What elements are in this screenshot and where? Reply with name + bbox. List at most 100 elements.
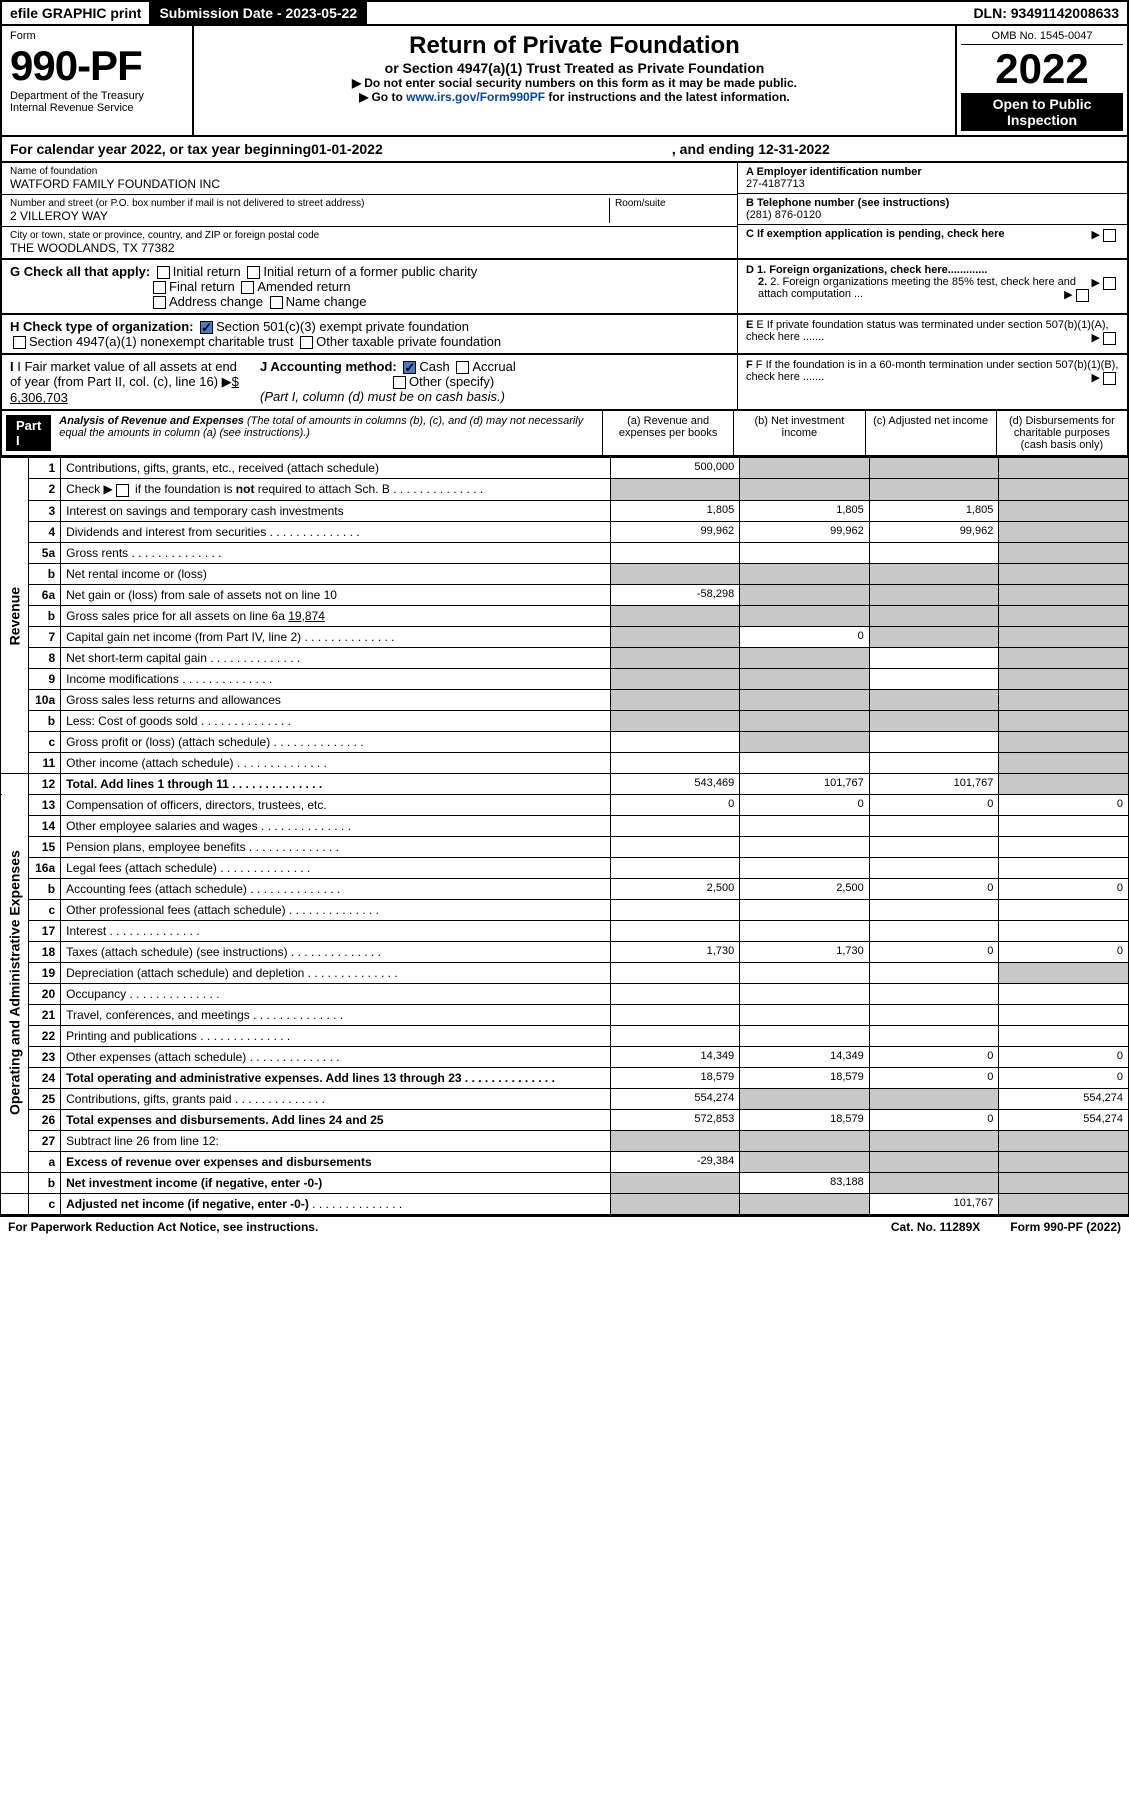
table-row: bAccounting fees (attach schedule)2,5002…: [1, 878, 1129, 899]
section-ij: I I Fair market value of all assets at e…: [0, 355, 1129, 411]
table-row: 6aNet gain or (loss) from sale of assets…: [1, 584, 1129, 605]
submission-date: Submission Date - 2023-05-22: [151, 2, 367, 24]
form-title-block: Return of Private Foundation or Section …: [192, 26, 957, 135]
calendar-year-row: For calendar year 2022, or tax year begi…: [0, 137, 1129, 163]
table-row: bGross sales price for all assets on lin…: [1, 605, 1129, 626]
table-row: Revenue 1Contributions, gifts, grants, e…: [1, 458, 1129, 479]
foundation-name: Name of foundationWATFORD FAMILY FOUNDAT…: [2, 163, 737, 195]
table-row: 25Contributions, gifts, grants paid554,2…: [1, 1088, 1129, 1109]
h-label: H Check type of organization:: [10, 319, 193, 334]
table-row: bNet investment income (if negative, ent…: [1, 1172, 1129, 1193]
part1-header: Part I Analysis of Revenue and Expenses …: [0, 411, 1129, 457]
chk-accrual[interactable]: [456, 361, 469, 374]
chk-amended[interactable]: [241, 281, 254, 294]
table-row: cOther professional fees (attach schedul…: [1, 899, 1129, 920]
section-h: H Check type of organization: Section 50…: [0, 315, 1129, 355]
address: Number and street (or P.O. box number if…: [2, 195, 737, 227]
table-row: 27Subtract line 26 from line 12:: [1, 1130, 1129, 1151]
chk-name[interactable]: [270, 296, 283, 309]
chk-initial[interactable]: [157, 266, 170, 279]
table-row: 20Occupancy: [1, 983, 1129, 1004]
note-link: Go to www.irs.gov/Form990PF for instruct…: [200, 90, 949, 104]
open-inspection: Open to Public Inspection: [961, 93, 1123, 131]
chk-address[interactable]: [153, 296, 166, 309]
table-row: 18Taxes (attach schedule) (see instructi…: [1, 941, 1129, 962]
table-row: 19Depreciation (attach schedule) and dep…: [1, 962, 1129, 983]
chk-other-tax[interactable]: [300, 336, 313, 349]
dept-label: Department of the Treasury: [10, 90, 184, 102]
g-label: G Check all that apply:: [10, 264, 150, 279]
cat-no: Cat. No. 11289X: [891, 1220, 980, 1234]
year-block: OMB No. 1545-0047 2022 Open to Public In…: [957, 26, 1127, 135]
form-header: Form 990-PF Department of the Treasury I…: [0, 26, 1129, 137]
table-row: 16aLegal fees (attach schedule): [1, 857, 1129, 878]
col-d: (d) Disbursements for charitable purpose…: [996, 411, 1127, 455]
part1-desc: Analysis of Revenue and Expenses (The to…: [59, 415, 598, 439]
form-title: Return of Private Foundation: [200, 32, 949, 60]
efile-label: efile GRAPHIC print: [2, 2, 151, 24]
irs-label: Internal Revenue Service: [10, 102, 184, 114]
col-a: (a) Revenue and expenses per books: [602, 411, 733, 455]
form-ref: Form 990-PF (2022): [1010, 1220, 1121, 1234]
revenue-expense-table: Revenue 1Contributions, gifts, grants, e…: [0, 457, 1129, 1214]
table-row: 3Interest on savings and temporary cash …: [1, 500, 1129, 521]
chk-initial-former[interactable]: [247, 266, 260, 279]
table-row: 23Other expenses (attach schedule)14,349…: [1, 1046, 1129, 1067]
chk-other-method[interactable]: [393, 376, 406, 389]
col-c: (c) Adjusted net income: [865, 411, 996, 455]
table-row: 5aGross rents: [1, 542, 1129, 563]
dln: DLN: 93491142008633: [965, 2, 1127, 24]
col-b: (b) Net investment income: [733, 411, 864, 455]
table-row: bNet rental income or (loss): [1, 563, 1129, 584]
chk-501c3[interactable]: [200, 321, 213, 334]
table-row: 11Other income (attach schedule): [1, 752, 1129, 773]
table-row: 14Other employee salaries and wages: [1, 815, 1129, 836]
table-row: 17Interest: [1, 920, 1129, 941]
section-g: G Check all that apply: Initial return I…: [0, 260, 1129, 315]
form-subtitle: or Section 4947(a)(1) Trust Treated as P…: [200, 60, 949, 76]
section-e: E E If private foundation status was ter…: [737, 315, 1127, 353]
table-row: Operating and Administrative Expenses 13…: [1, 794, 1129, 815]
chk-4947[interactable]: [13, 336, 26, 349]
topbar: efile GRAPHIC print Submission Date - 20…: [0, 0, 1129, 26]
table-row: bLess: Cost of goods sold: [1, 710, 1129, 731]
section-d: D 1. Foreign organizations, check here..…: [737, 260, 1127, 313]
telephone: B Telephone number (see instructions)(28…: [738, 194, 1127, 225]
fmv-label: I Fair market value of all assets at end…: [10, 359, 237, 389]
ein: A Employer identification number27-41877…: [738, 163, 1127, 194]
table-row: 4Dividends and interest from securities9…: [1, 521, 1129, 542]
table-row: 26Total expenses and disbursements. Add …: [1, 1109, 1129, 1130]
entity-info: Name of foundationWATFORD FAMILY FOUNDAT…: [0, 163, 1129, 260]
chk-cash[interactable]: [403, 361, 416, 374]
footer: For Paperwork Reduction Act Notice, see …: [0, 1215, 1129, 1237]
form-label: Form: [10, 30, 184, 42]
table-row: 24Total operating and administrative exp…: [1, 1067, 1129, 1088]
table-row: 10aGross sales less returns and allowanc…: [1, 689, 1129, 710]
chk-final[interactable]: [153, 281, 166, 294]
j-label: J Accounting method:: [260, 359, 397, 374]
exemption-pending: C If exemption application is pending, c…: [738, 225, 1127, 243]
paperwork-notice: For Paperwork Reduction Act Notice, see …: [8, 1220, 318, 1234]
table-row: 12Total. Add lines 1 through 11543,46910…: [1, 773, 1129, 794]
table-row: 2Check ▶ if the foundation is not requir…: [1, 479, 1129, 500]
expenses-label: Operating and Administrative Expenses: [1, 794, 29, 1172]
table-row: 9Income modifications: [1, 668, 1129, 689]
table-row: 8Net short-term capital gain: [1, 647, 1129, 668]
table-row: 22Printing and publications: [1, 1025, 1129, 1046]
irs-link[interactable]: www.irs.gov/Form990PF: [406, 90, 545, 104]
table-row: cGross profit or (loss) (attach schedule…: [1, 731, 1129, 752]
part-badge: Part I: [6, 415, 51, 451]
note-ssn: Do not enter social security numbers on …: [200, 76, 949, 90]
form-id: Form 990-PF Department of the Treasury I…: [2, 26, 192, 135]
omb-number: OMB No. 1545-0047: [961, 30, 1123, 45]
tax-year: 2022: [961, 45, 1123, 93]
city: City or town, state or province, country…: [2, 227, 737, 258]
form-number: 990-PF: [10, 42, 184, 90]
table-row: 21Travel, conferences, and meetings: [1, 1004, 1129, 1025]
table-row: 7Capital gain net income (from Part IV, …: [1, 626, 1129, 647]
table-row: 15Pension plans, employee benefits: [1, 836, 1129, 857]
revenue-label: Revenue: [1, 458, 29, 773]
table-row: cAdjusted net income (if negative, enter…: [1, 1193, 1129, 1214]
section-f: F F If the foundation is in a 60-month t…: [737, 355, 1127, 409]
table-row: aExcess of revenue over expenses and dis…: [1, 1151, 1129, 1172]
